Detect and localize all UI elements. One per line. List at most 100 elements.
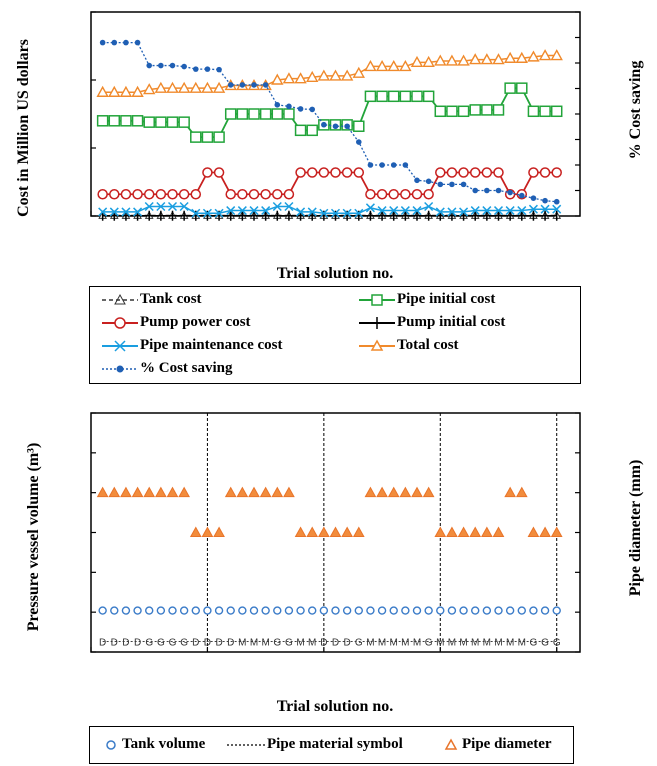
cost-saving-point	[507, 189, 513, 196]
pipe-diameter-point	[399, 486, 412, 498]
cost-chart-frame	[90, 11, 581, 217]
total-cost-point	[306, 70, 319, 82]
cost-chart-axes	[90, 11, 580, 217]
pipe-initial-cost-point	[516, 82, 528, 94]
pump-power-cost-point	[330, 167, 341, 178]
pump-power-cost-point	[202, 167, 213, 178]
cost-saving-point	[460, 181, 467, 188]
pipe-initial-cost-point	[283, 108, 295, 120]
pipe-diameter-point	[550, 526, 563, 537]
cost-saving-point	[484, 187, 490, 194]
pump-power-cost-swatch	[102, 316, 138, 329]
pump-power-cost-point	[341, 167, 353, 178]
tank-volume-point	[424, 606, 433, 615]
total-cost-point	[399, 59, 412, 72]
legend-tank-volume-label: Tank volume	[122, 736, 206, 752]
pipe-diameter-point	[515, 486, 528, 498]
cost-saving-point	[286, 103, 292, 110]
pipe-maintenance-cost-point	[109, 207, 119, 217]
cost-saving-swatch	[102, 365, 138, 372]
pump-power-cost-point	[109, 188, 120, 200]
pipe-material-symbol: D	[192, 638, 199, 649]
pipe-material-swatch	[227, 743, 267, 746]
pipe-initial-cost-point	[527, 105, 540, 118]
pipe-diameter-point	[236, 486, 249, 498]
pipe-maintenance-cost-point	[272, 201, 282, 212]
pipe-diameter-point	[306, 526, 319, 537]
volume-chart-right-axis-label: Pipe diameter (mm)	[627, 460, 644, 597]
pipe-material-symbol: G	[285, 638, 293, 649]
legend-pump-initial-cost: Pump initial cost	[357, 314, 505, 331]
pump-power-cost-point	[388, 188, 399, 200]
tank-volume-point	[110, 606, 119, 615]
pipe-initial-cost-point	[108, 115, 121, 127]
pump-power-cost-point	[539, 167, 551, 178]
pipe-maintenance-cost-point	[459, 207, 469, 217]
pipe-maintenance-cost-point	[505, 206, 515, 216]
pipe-material-symbol: G	[169, 638, 177, 649]
total-cost-point	[108, 85, 121, 97]
total-cost-point	[317, 69, 331, 81]
pipe-diameter-point	[341, 526, 353, 537]
cost-saving-point	[239, 82, 246, 88]
pipe-initial-cost-point	[306, 124, 318, 137]
pump-power-cost-point	[295, 167, 306, 178]
tank-volume-point	[214, 606, 224, 615]
tank-volume-point	[273, 606, 282, 615]
legend-pipe-maintenance-cost: Pipe maintenance cost	[100, 337, 282, 354]
pump-power-cost-point	[306, 167, 318, 178]
pipe-maintenance-cost-point	[261, 206, 271, 216]
cost-saving-point	[123, 39, 129, 46]
pipe-maintenance-cost-swatch	[102, 339, 138, 352]
tank-volume-point	[121, 606, 131, 615]
pipe-maintenance-cost-point	[389, 206, 399, 216]
pipe-material-symbol: G	[425, 638, 433, 649]
tank-volume-point	[98, 606, 107, 615]
cost-chart-right-axis-label: % Cost saving	[627, 61, 644, 160]
tank-volume-point	[401, 606, 410, 615]
pump-power-cost-point	[178, 188, 190, 200]
pipe-material-symbol: M	[506, 638, 514, 649]
pipe-maintenance-cost-point	[319, 208, 329, 218]
pipe-initial-cost-point	[469, 104, 481, 116]
cost-saving-point	[192, 66, 199, 72]
pump-initial-cost-swatch	[359, 316, 395, 329]
cost-saving-point	[262, 82, 269, 88]
pipe-diameter-point	[376, 486, 388, 498]
pipe-material-symbol: M	[238, 638, 246, 649]
pipe-initial-cost-point	[481, 104, 493, 116]
pipe-diameter-point	[329, 526, 342, 537]
pipe-maintenance-cost-point	[528, 204, 538, 214]
total-cost-point	[375, 59, 389, 72]
tank-volume-point	[226, 606, 235, 615]
total-cost-point	[189, 81, 202, 93]
pipe-diameter-swatch	[444, 737, 458, 750]
total-cost-point	[410, 55, 424, 68]
pipe-material-symbol: M	[296, 638, 304, 649]
pipe-maintenance-cost-point	[482, 206, 492, 216]
pipe-initial-cost-point	[399, 90, 412, 103]
cost-saving-point	[216, 66, 222, 73]
pump-power-cost-point	[260, 188, 271, 200]
legend-pipe-initial-cost: Pipe initial cost	[357, 291, 495, 308]
pipe-initial-cost-point	[411, 90, 423, 103]
tank-volume-point	[494, 606, 503, 615]
pipe-maintenance-cost-point	[470, 206, 480, 216]
total-cost-point	[201, 81, 214, 93]
pipe-maintenance-cost-point	[412, 206, 422, 216]
volume-chart-axes	[90, 412, 580, 653]
pipe-diameter-point	[201, 526, 214, 537]
tank-volume-point	[552, 606, 561, 615]
volume-chart-left-axis-label: Pressure vessel volume (m³)	[25, 443, 42, 632]
pipe-material-symbol: M	[471, 638, 479, 649]
cost-saving-point	[530, 195, 537, 201]
pipe-initial-cost-point	[190, 131, 202, 143]
pipe-diameter-point	[224, 486, 237, 498]
pipe-material-symbol: D	[227, 638, 234, 649]
pipe-maintenance-cost-point	[365, 203, 375, 213]
pipe-diameter-point	[248, 486, 260, 498]
legend-cost-saving-label: % Cost saving	[140, 360, 233, 376]
total-cost-point	[445, 54, 459, 66]
